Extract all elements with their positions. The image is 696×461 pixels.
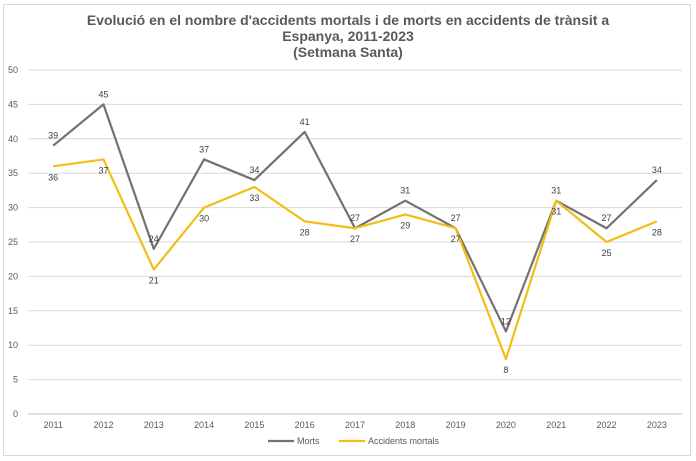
x-tick-label: 2023 [647, 420, 667, 430]
data-label: 41 [300, 117, 310, 127]
y-tick-label: 10 [8, 340, 18, 350]
data-label: 37 [199, 144, 209, 154]
data-label: 24 [149, 234, 159, 244]
x-tick-label: 2017 [345, 420, 365, 430]
data-label: 33 [249, 193, 259, 203]
y-tick-label: 50 [8, 65, 18, 75]
data-label: 27 [350, 234, 360, 244]
data-label: 28 [300, 227, 310, 237]
x-tick-label: 2018 [395, 420, 415, 430]
x-tick-label: 2020 [496, 420, 516, 430]
x-tick-label: 2013 [144, 420, 164, 430]
y-tick-label: 45 [8, 99, 18, 109]
x-tick-label: 2021 [546, 420, 566, 430]
legend-label: Morts [297, 436, 320, 446]
data-label: 27 [350, 213, 360, 223]
data-label: 31 [400, 186, 410, 196]
legend-label: Accidents mortals [368, 436, 440, 446]
data-label: 21 [149, 276, 159, 286]
data-label: 31 [551, 207, 561, 217]
data-label: 25 [602, 248, 612, 258]
y-tick-label: 25 [8, 237, 18, 247]
data-label: 27 [602, 213, 612, 223]
x-tick-label: 2014 [194, 420, 214, 430]
data-label: 12 [501, 316, 511, 326]
y-tick-label: 5 [13, 375, 18, 385]
y-tick-label: 15 [8, 306, 18, 316]
chart-title: Evolució en el nombre d'accidents mortal… [0, 12, 696, 60]
x-tick-label: 2019 [446, 420, 466, 430]
data-label: 29 [400, 220, 410, 230]
data-label: 34 [249, 165, 259, 175]
y-tick-label: 35 [8, 168, 18, 178]
x-tick-label: 2011 [43, 420, 62, 430]
data-label: 37 [98, 165, 108, 175]
x-tick-label: 2015 [244, 420, 264, 430]
title-line-2: Espanya, 2011-2023 [282, 28, 414, 44]
y-tick-label: 40 [8, 134, 18, 144]
x-tick-label: 2022 [597, 420, 617, 430]
data-label: 31 [551, 186, 561, 196]
data-label: 27 [451, 234, 461, 244]
y-tick-label: 20 [8, 271, 18, 281]
y-tick-label: 0 [13, 409, 18, 419]
chart-frame [3, 4, 691, 456]
data-label: 28 [652, 227, 662, 237]
data-label: 45 [98, 89, 108, 99]
y-tick-label: 30 [8, 203, 18, 213]
series-line-accidents-mortals [53, 158, 658, 361]
data-label: 36 [48, 172, 58, 182]
title-line-1: Evolució en el nombre d'accidents mortal… [86, 12, 610, 28]
data-label: 27 [451, 213, 461, 223]
x-tick-label: 2012 [93, 420, 113, 430]
title-line-3: (Setmana Santa) [293, 44, 403, 60]
data-label: 34 [652, 165, 662, 175]
x-tick-label: 2016 [295, 420, 315, 430]
data-label: 30 [199, 214, 209, 224]
data-label: 8 [503, 365, 508, 375]
data-label: 39 [48, 131, 58, 141]
